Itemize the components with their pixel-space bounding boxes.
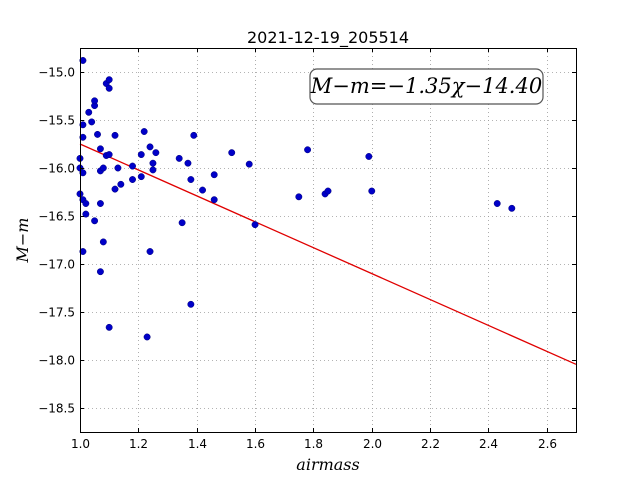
data-point — [105, 76, 113, 84]
data-point — [96, 200, 104, 207]
x-tick-labels: 1.0 1.2 1.4 1.6 1.8 2.0 2.2 2.4 2.6 — [71, 437, 557, 451]
data-point — [137, 173, 145, 181]
data-points — [76, 57, 516, 341]
data-point — [79, 169, 87, 177]
axis-ticks — [80, 48, 576, 432]
y-tick-label: −15.5 — [38, 114, 75, 128]
plot-frame — [80, 48, 577, 433]
x-tick-label: 1.8 — [304, 437, 323, 451]
data-point — [79, 248, 87, 255]
data-point — [187, 300, 195, 308]
data-point — [88, 118, 96, 126]
data-point — [365, 153, 373, 160]
data-point — [199, 186, 206, 194]
data-point — [140, 128, 148, 135]
y-tick-label: −15.0 — [38, 66, 75, 80]
chart-title: 2021-12-19_205514 — [247, 28, 409, 48]
data-point — [79, 121, 87, 129]
x-axis-label: airmass — [296, 455, 359, 474]
data-point — [79, 133, 87, 141]
equation-annotation: M−m=−1.35χ−14.40 — [309, 68, 544, 105]
data-point — [99, 238, 107, 246]
data-point — [251, 221, 259, 229]
data-point — [111, 131, 119, 139]
data-point — [91, 217, 99, 225]
data-point — [146, 248, 154, 255]
data-point — [99, 164, 107, 172]
data-point — [152, 149, 160, 157]
data-point — [210, 196, 218, 204]
y-tick-label: −17.5 — [38, 306, 75, 320]
x-tick-label: 1.4 — [188, 437, 207, 451]
data-point — [508, 204, 516, 212]
x-tick-label: 1.2 — [129, 437, 148, 451]
data-point — [245, 160, 253, 168]
y-axis-label: M−m — [13, 218, 32, 264]
data-point — [105, 323, 113, 331]
x-tick-label: 1.0 — [71, 437, 90, 451]
data-point — [184, 159, 192, 167]
data-point — [96, 145, 104, 153]
x-tick-label: 1.6 — [246, 437, 265, 451]
data-point — [129, 162, 136, 170]
data-point — [178, 219, 186, 227]
data-point — [143, 333, 151, 341]
data-point — [304, 146, 312, 154]
y-tick-label: −16.5 — [38, 210, 75, 224]
data-point — [149, 166, 157, 174]
annotation-text: M−m=−1.35χ−14.40 — [310, 74, 542, 98]
data-point — [105, 151, 113, 159]
data-point — [117, 180, 125, 188]
x-tick-label: 2.4 — [479, 437, 498, 451]
fit-line — [79, 143, 577, 365]
data-point — [146, 143, 154, 151]
data-point — [137, 151, 145, 159]
data-point — [96, 268, 104, 276]
y-tick-label: −17.0 — [38, 258, 75, 272]
data-point — [187, 176, 195, 183]
data-point — [129, 176, 136, 183]
data-point — [85, 108, 93, 116]
x-tick-label: 2.0 — [363, 437, 382, 451]
data-point — [190, 131, 198, 139]
data-point — [94, 130, 101, 138]
data-point — [210, 171, 218, 179]
y-tick-label: −16.0 — [38, 162, 75, 176]
data-point — [114, 164, 122, 172]
data-point — [82, 210, 90, 218]
data-point — [228, 149, 236, 157]
y-tick-label: −18.0 — [38, 354, 75, 368]
x-tick-label: 2.2 — [421, 437, 440, 451]
data-point — [91, 97, 99, 105]
data-point — [324, 187, 332, 195]
fit-line-group — [79, 143, 577, 365]
y-tick-label: −18.5 — [38, 402, 75, 416]
data-point — [82, 200, 90, 207]
data-point — [149, 159, 157, 167]
data-point — [111, 185, 119, 193]
data-point — [175, 154, 183, 162]
y-tick-labels: −15.0 −15.5 −16.0 −16.5 −17.0 −17.5 −18.0 −18.5 — [38, 66, 75, 416]
data-point — [493, 200, 501, 207]
data-point — [105, 84, 113, 92]
annotation-box — [309, 68, 544, 105]
x-tick-label: 2.6 — [538, 437, 557, 451]
data-point — [368, 187, 376, 195]
data-point — [79, 57, 87, 64]
data-point — [295, 193, 303, 201]
grid — [80, 48, 576, 432]
